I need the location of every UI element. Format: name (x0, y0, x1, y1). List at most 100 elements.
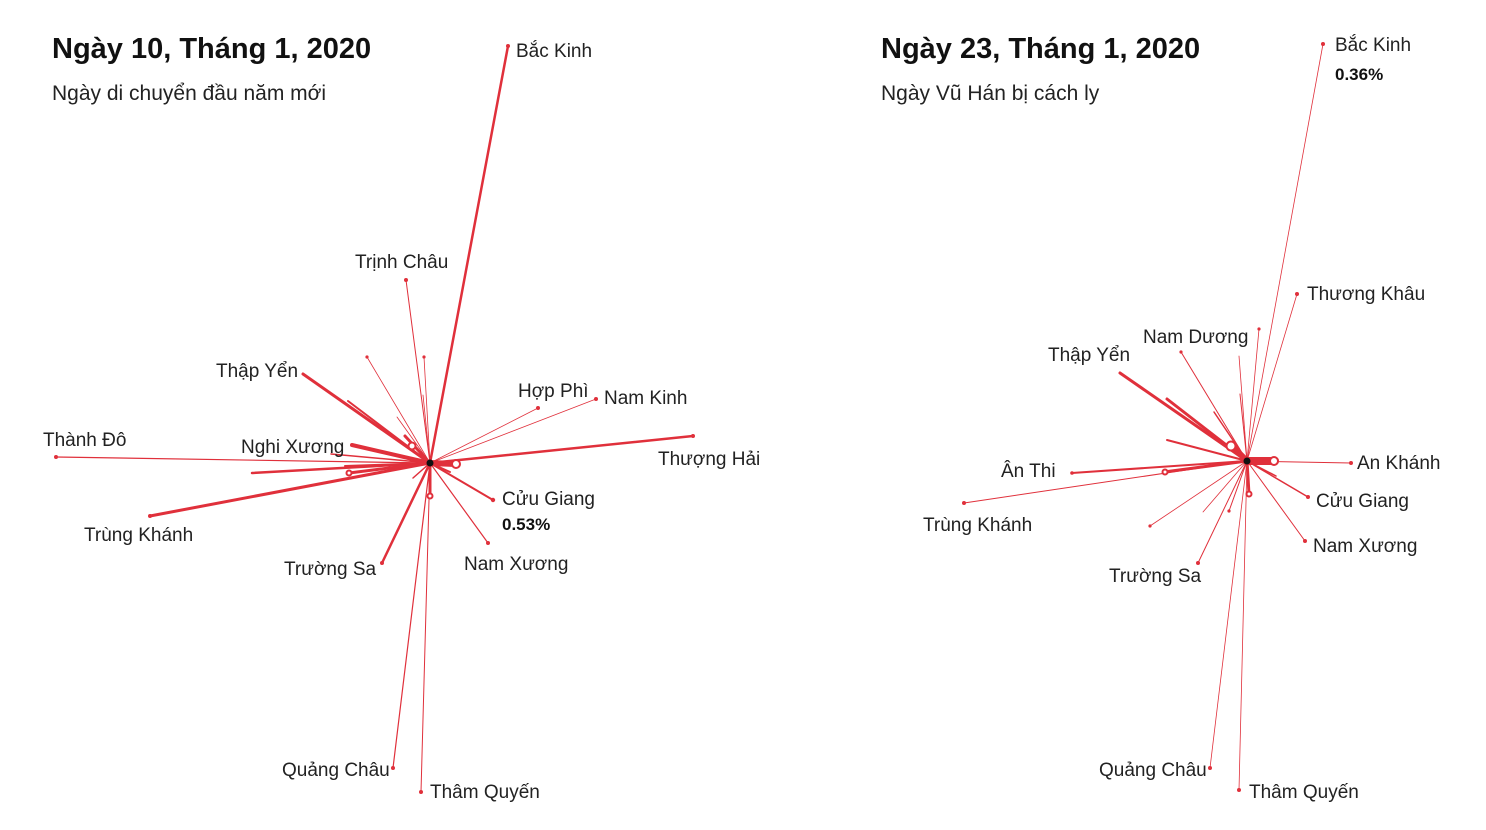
spoke-rings (345, 441, 461, 500)
panel-title: Ngày 23, Tháng 1, 2020 (881, 33, 1200, 65)
spoke-truong-sa (380, 461, 432, 565)
spoke-end-dot (486, 541, 490, 545)
spoke-thuong-khau (1246, 293, 1298, 462)
spoke-thuong-hai (428, 434, 695, 465)
city-label: Nghi Xương (241, 437, 344, 458)
panel-jan-10: Ngày 10, Tháng 1, 2020 Ngày di chuyển đầ… (43, 33, 760, 803)
wuhan-hub (1243, 457, 1251, 465)
city-label: Trịnh Châu (355, 252, 448, 273)
spoke-minor (1239, 393, 1248, 462)
spoke-end-dot (1237, 788, 1241, 792)
city-label: Quảng Châu (282, 760, 390, 781)
spoke-end-dot (391, 766, 395, 770)
city-label: Thập Yển (1048, 345, 1130, 366)
spoke-minor (423, 356, 431, 464)
city-label: Trường Sa (1109, 566, 1201, 587)
city-label: Nam Kinh (604, 388, 687, 409)
spoke-end-dot (54, 455, 58, 459)
wuhan-hub (426, 459, 434, 467)
spoke-end-dot (365, 355, 369, 359)
city-label: Thượng Hải (658, 449, 760, 470)
city-label: Thập Yển (216, 361, 298, 382)
spoke-end-ring (1245, 490, 1253, 498)
spoke-end-ring (1161, 468, 1169, 476)
city-label: Trùng Khánh (84, 525, 193, 546)
spoke-minor (366, 356, 431, 464)
city-labels: Bắc Kinh Trịnh Châu Thập Yển Hợp Phì Nam… (43, 40, 760, 803)
spoke-end-dot (1306, 495, 1310, 499)
highlight-value: 0.53% (502, 515, 550, 534)
spoke-truong-sa (1197, 460, 1248, 564)
spoke-end-dot (691, 434, 695, 438)
spoke-end-dot (1321, 42, 1325, 46)
spoke-end-dot (1295, 292, 1299, 296)
spoke-end-dot (506, 44, 510, 48)
city-label: Hợp Phì (518, 381, 589, 402)
city-label: Nam Dương (1143, 327, 1248, 348)
city-label: Quảng Châu (1099, 760, 1207, 781)
spoke-minor (1202, 460, 1248, 513)
spoke-end-dot (1070, 471, 1074, 475)
spoke-nam-xuong (1246, 460, 1306, 542)
panel-jan-23: Ngày 23, Tháng 1, 2020 Ngày Vũ Hán bị cá… (881, 33, 1440, 803)
spoke-nghi-xuong (350, 443, 432, 465)
spoke-trung-khanh (148, 461, 432, 518)
city-label: Cửu Giang (1316, 491, 1409, 512)
panel-subtitle: Ngày di chuyển đầu năm mới (52, 82, 326, 105)
spoke-end-ring (345, 469, 353, 477)
spoke-trinh-chau (405, 279, 431, 464)
spoke-nam-duong (1180, 351, 1248, 462)
city-label: Trường Sa (284, 559, 376, 580)
spoke-minor (1245, 459, 1251, 496)
city-label: Nam Xương (464, 554, 568, 575)
city-label: Ân Thi (1001, 460, 1056, 482)
city-label: Thâm Quyến (1249, 782, 1359, 803)
city-label: Cửu Giang (502, 489, 595, 510)
spoke-cuu-giang (1246, 460, 1309, 498)
spoke-end-ring (451, 459, 461, 469)
spoke-end-ring (426, 492, 434, 500)
highlight-value: 0.36% (1335, 65, 1383, 84)
spoke-minor (330, 453, 431, 464)
spoke-end-dot (1208, 766, 1212, 770)
spoke-minor (1228, 460, 1248, 512)
city-label: Bắc Kinh (1335, 34, 1411, 56)
spoke-end-dot (1303, 539, 1307, 543)
city-label: Nam Xương (1313, 536, 1417, 557)
spoke-minor (250, 461, 432, 475)
spoke-end-dot (536, 406, 540, 410)
city-label: Thành Đô (43, 430, 126, 451)
panel-subtitle: Ngày Vũ Hán bị cách ly (881, 82, 1100, 105)
spoke-thanh-do (55, 456, 431, 464)
city-label: Trùng Khánh (923, 515, 1032, 536)
spoke-minor (412, 462, 431, 479)
spoke-end-dot (594, 397, 598, 401)
city-labels: Bắc Kinh 0.36% Thương Khâu Nam Dương Thậ… (923, 34, 1440, 803)
spoke-end-dot (419, 790, 423, 794)
spoke-ends (54, 44, 695, 794)
panel-title: Ngày 10, Tháng 1, 2020 (52, 33, 371, 65)
spoke-end-dot (490, 497, 496, 503)
spoke-ends (962, 42, 1353, 792)
spoke-bac-kinh (428, 44, 510, 465)
spoke-end-dot (962, 501, 966, 505)
spoke-end-ring (1269, 456, 1279, 466)
spoke-end-dot (1349, 461, 1353, 465)
spokes (963, 43, 1352, 791)
spoke-an-thi (1071, 460, 1248, 474)
spoke-an-khanh (1246, 460, 1352, 464)
spoke-tham-quyen (420, 462, 431, 793)
spoke-end-ring (1225, 440, 1237, 452)
spoke-minor (1246, 328, 1260, 462)
spoke-cuu-giang (429, 462, 494, 501)
spoke-end-ring (407, 441, 417, 451)
spoke-end-dot (1148, 524, 1152, 528)
spoke-end-dot (1257, 327, 1261, 331)
city-label: Thương Khâu (1307, 284, 1425, 305)
city-label: Thâm Quyến (430, 782, 540, 803)
spoke-end-dot (404, 278, 408, 282)
spoke-quang-chau (1209, 460, 1248, 769)
spoke-end-dot (1227, 509, 1231, 513)
spoke-minor (1166, 439, 1248, 462)
